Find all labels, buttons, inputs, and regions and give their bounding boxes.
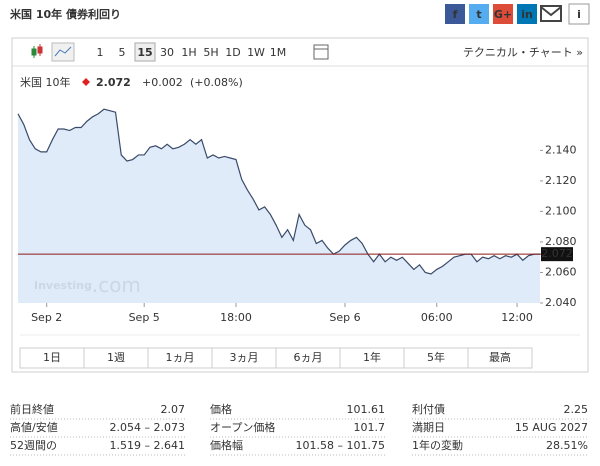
range-label: 1日	[43, 351, 61, 364]
last-price-box	[541, 247, 573, 262]
range-button[interactable]	[467, 347, 533, 369]
stat-label: 52週間の	[10, 439, 57, 452]
quote-change: +0.002	[142, 76, 183, 89]
range-label: 3ヵ月	[230, 351, 259, 364]
price-line	[17, 108, 540, 275]
stat-value: 2.054 – 2.073	[110, 421, 185, 434]
share-label: f	[453, 8, 458, 21]
x-tick-label: 12:00	[501, 311, 533, 324]
y-tick-label: 2.040	[545, 296, 577, 309]
share-label: t	[476, 8, 481, 21]
stat-label: 前日終値	[10, 402, 54, 416]
interval-selected	[134, 42, 156, 62]
x-tick-label: Sep 6	[329, 311, 360, 324]
stat-label: 価格	[210, 402, 232, 416]
interval-button[interactable]: 1W	[247, 46, 265, 59]
range-label: 1年	[363, 350, 381, 364]
stat-value: 101.7	[354, 421, 386, 434]
line-icon	[54, 46, 72, 57]
range-label: 6ヵ月	[294, 351, 323, 364]
stat-label: 満期日	[412, 421, 445, 434]
stat-value: 101.58 – 101.75	[296, 439, 385, 452]
share-button[interactable]	[469, 4, 489, 24]
range-label: 5年	[427, 350, 445, 364]
share-label: in	[521, 8, 533, 21]
last-price-label: 2.072	[541, 247, 573, 260]
interval-button[interactable]: 5	[119, 46, 126, 59]
x-tick-label: 06:00	[421, 311, 453, 324]
stat-label: 価格幅	[210, 438, 243, 452]
share-button[interactable]	[445, 4, 465, 24]
share-button[interactable]	[517, 4, 537, 24]
stat-value: 15 AUG 2027	[515, 421, 588, 434]
y-tick-label: 2.060	[545, 265, 577, 278]
title: 米国 10年 債券利回り	[9, 7, 121, 21]
mail-icon[interactable]	[540, 5, 562, 22]
interval-button[interactable]: 1D	[225, 46, 240, 59]
y-tick-label: 2.120	[545, 174, 577, 187]
interval-button[interactable]: 5H	[203, 46, 218, 59]
y-tick-label: 2.100	[545, 204, 577, 217]
stat-label: オープン価格	[210, 420, 275, 434]
stat-value: 101.61	[347, 403, 386, 416]
info-icon[interactable]	[568, 3, 590, 25]
range-label: 1週	[107, 351, 125, 364]
interval-button[interactable]: 1M	[270, 46, 287, 59]
stat-value: 2.25	[564, 403, 589, 416]
stat-label: 1年の変動	[412, 438, 463, 452]
quote-price: 2.072	[96, 76, 131, 89]
y-tick-label: 2.080	[545, 235, 577, 248]
stat-value: 28.51%	[546, 439, 588, 452]
y-tick-label: 2.140	[545, 143, 577, 156]
interval-button[interactable]: 30	[160, 46, 174, 59]
share-button[interactable]	[493, 4, 513, 24]
stat-label: 高値/安値	[10, 420, 58, 434]
stat-label: 利付債	[412, 402, 445, 416]
stat-value: 2.07	[161, 403, 186, 416]
info-label: i	[577, 8, 581, 21]
settings-icon[interactable]	[313, 44, 329, 60]
interval-button[interactable]: 1H	[181, 46, 196, 59]
candle-icon[interactable]	[31, 44, 43, 58]
quote-change-pct: (+0.08%)	[190, 76, 243, 89]
quote-name: 米国 10年	[20, 75, 71, 89]
x-tick-label: 18:00	[220, 311, 252, 324]
interval-button[interactable]: 1	[97, 46, 104, 59]
share-label: G+	[494, 8, 512, 21]
technical-link[interactable]: テクニカル・チャート »	[463, 46, 583, 59]
interval-button[interactable]: 15	[137, 46, 152, 59]
stat-value: 1.519 – 2.641	[110, 439, 185, 452]
range-label: 1ヵ月	[166, 351, 195, 364]
x-tick-label: Sep 2	[31, 311, 62, 324]
x-tick-label: Sep 5	[129, 311, 160, 324]
quote-marker	[82, 78, 90, 86]
range-label: 最高	[489, 350, 511, 364]
